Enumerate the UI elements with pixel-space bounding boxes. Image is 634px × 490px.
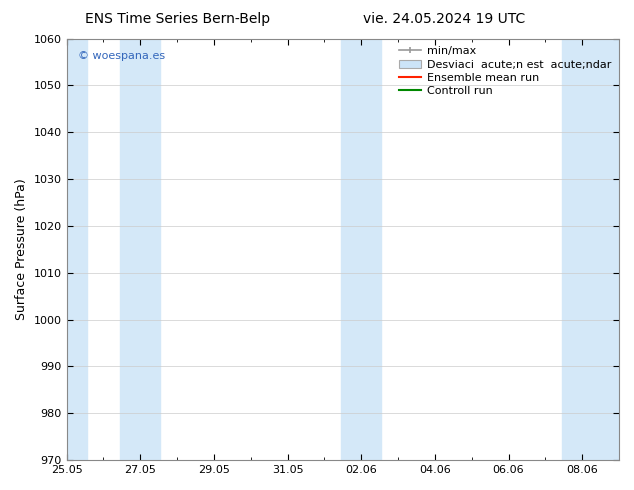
Text: vie. 24.05.2024 19 UTC: vie. 24.05.2024 19 UTC <box>363 12 525 26</box>
Y-axis label: Surface Pressure (hPa): Surface Pressure (hPa) <box>15 178 28 320</box>
Text: © woespana.es: © woespana.es <box>77 51 165 61</box>
Legend: min/max, Desviaci  acute;n est  acute;ndar, Ensemble mean run, Controll run: min/max, Desviaci acute;n est acute;ndar… <box>394 42 616 101</box>
Text: ENS Time Series Bern-Belp: ENS Time Series Bern-Belp <box>85 12 270 26</box>
Bar <box>341 39 382 460</box>
Bar <box>67 39 87 460</box>
Bar <box>562 39 619 460</box>
Bar <box>120 39 160 460</box>
